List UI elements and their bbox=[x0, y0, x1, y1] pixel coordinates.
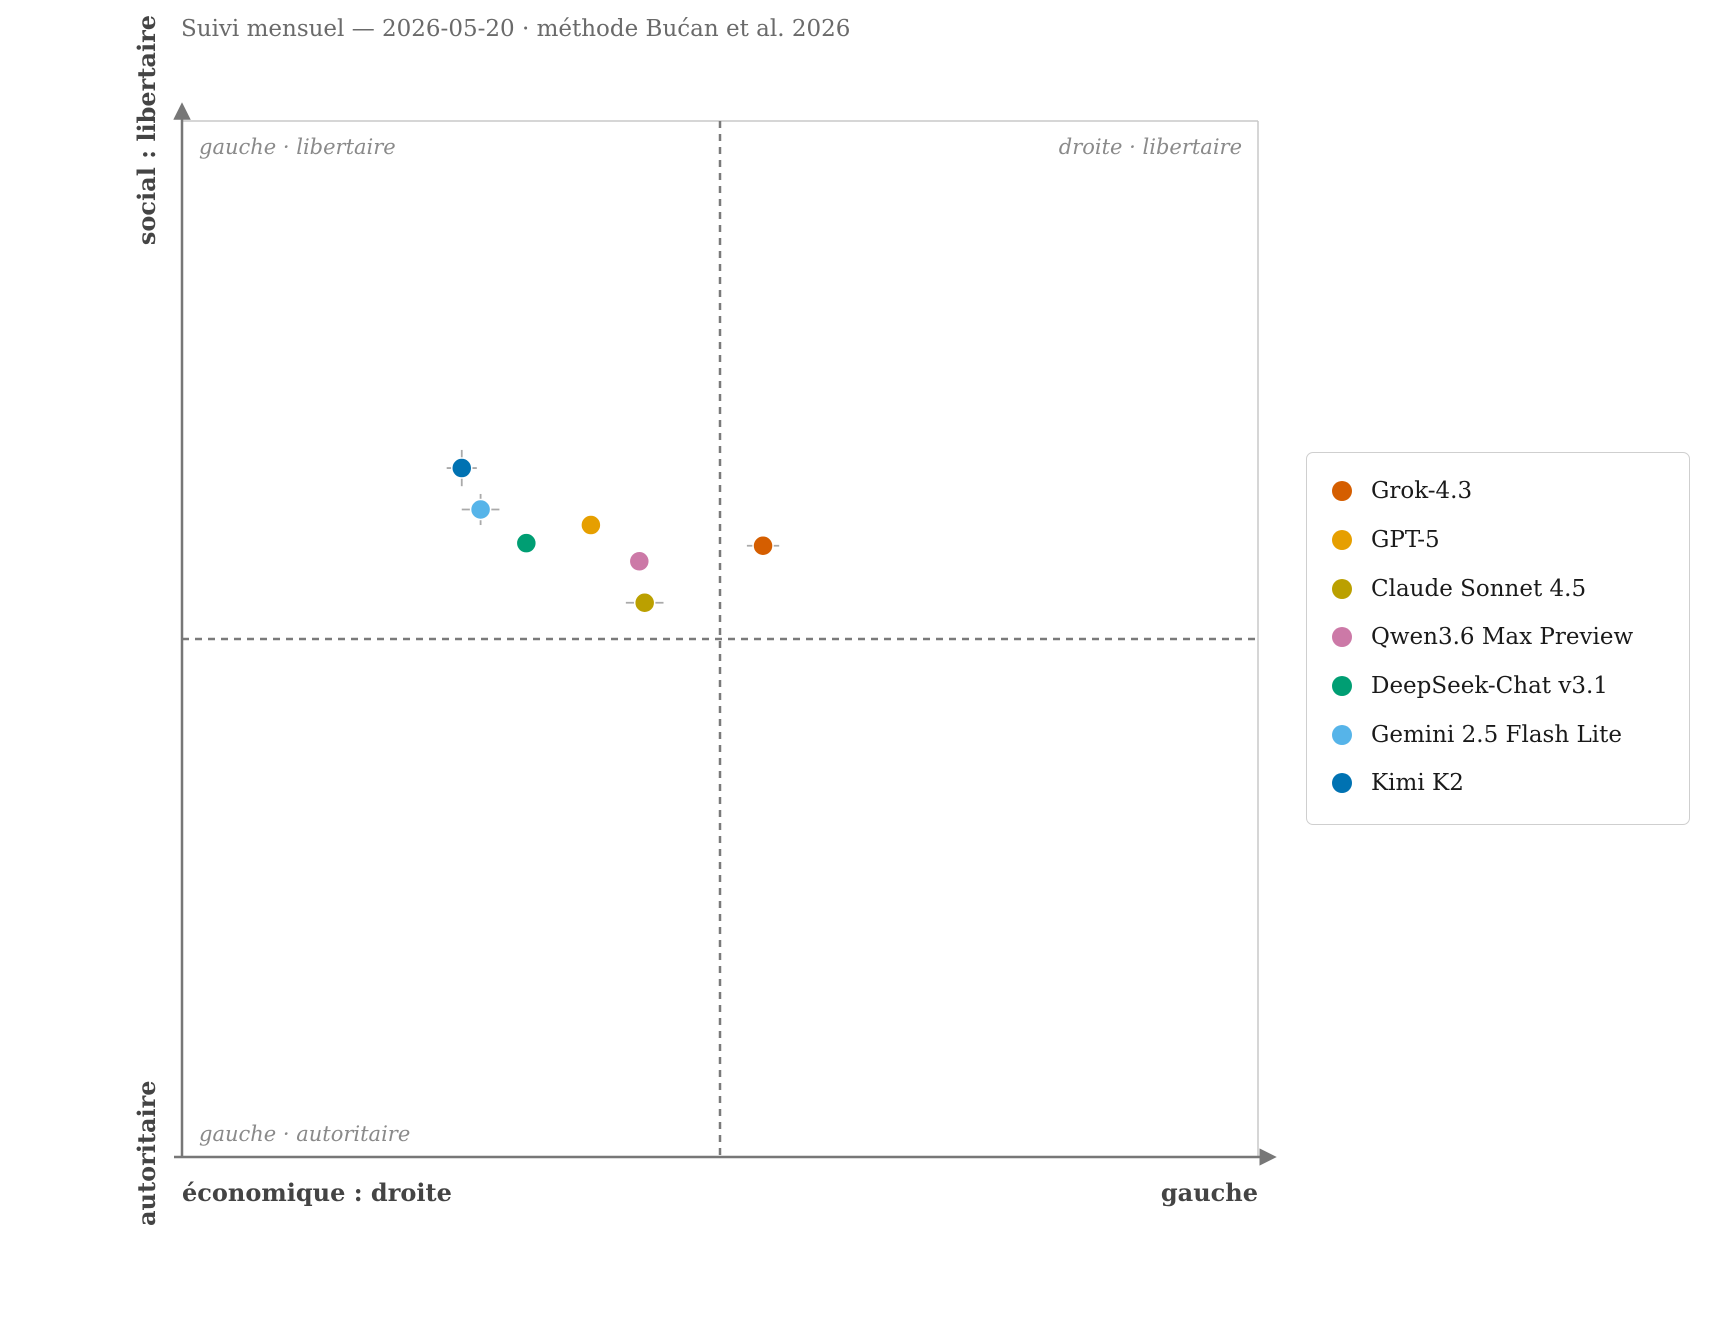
data-point bbox=[633, 591, 656, 614]
legend-item: Claude Sonnet 4.5 bbox=[1307, 564, 1689, 613]
data-point bbox=[628, 550, 651, 573]
data-points bbox=[446, 449, 780, 614]
quadrant-label-bottom-left: gauche · autoritaire bbox=[199, 1122, 410, 1146]
legend-label: Claude Sonnet 4.5 bbox=[1371, 575, 1587, 602]
x-axis-label-right: gauche bbox=[1161, 1178, 1258, 1207]
legend-item: GPT-5 bbox=[1307, 516, 1689, 565]
point-group-5 bbox=[461, 493, 500, 526]
chart-subtitle: Suivi mensuel — 2026-05-20 · méthode Buć… bbox=[181, 16, 851, 42]
data-point bbox=[580, 514, 602, 536]
legend-label: Kimi K2 bbox=[1371, 770, 1464, 797]
point-group-4 bbox=[515, 532, 538, 554]
legend-label: Grok-4.3 bbox=[1371, 478, 1473, 505]
quadrant-labels: gauche · libertaire droite · libertaire ga… bbox=[199, 135, 1242, 1146]
y-axis-label-bottom: autoritaire bbox=[132, 1080, 161, 1226]
legend-label: GPT-5 bbox=[1371, 527, 1440, 554]
legend-marker-icon bbox=[1332, 578, 1352, 599]
legend-marker-icon bbox=[1332, 676, 1352, 697]
point-group-2 bbox=[625, 591, 664, 614]
plot-frame bbox=[173, 102, 1277, 1166]
quadrant-label-top-right: droite · libertaire bbox=[1059, 135, 1242, 159]
legend-marker-icon bbox=[1332, 724, 1352, 745]
legend-item: Grok-4.3 bbox=[1307, 467, 1689, 516]
legend-marker-icon bbox=[1332, 530, 1352, 551]
data-point bbox=[451, 457, 473, 479]
data-point bbox=[469, 498, 492, 521]
axis-labels: économique : droite gauche social : libert… bbox=[132, 15, 1258, 1226]
legend: Grok-4.3 GPT-5 Claude Sonnet 4.5 Qwen3.6 Ma… bbox=[1306, 452, 1690, 825]
point-group-0 bbox=[746, 535, 780, 557]
legend-marker-icon bbox=[1332, 627, 1352, 648]
point-group-6 bbox=[446, 449, 477, 487]
x-axis-label-left: économique : droite bbox=[182, 1178, 452, 1207]
point-group-1 bbox=[580, 514, 602, 536]
data-point bbox=[752, 535, 774, 557]
quadrant-label-top-left: gauche · libertaire bbox=[199, 135, 396, 159]
legend-marker-icon bbox=[1332, 773, 1352, 794]
point-group-3 bbox=[628, 550, 651, 573]
legend-label: DeepSeek-Chat v3.1 bbox=[1371, 673, 1608, 700]
legend-marker-icon bbox=[1332, 481, 1352, 502]
legend-item: Qwen3.6 Max Preview bbox=[1307, 613, 1689, 662]
legend-label: Qwen3.6 Max Preview bbox=[1371, 624, 1634, 651]
legend-item: Kimi K2 bbox=[1307, 759, 1689, 808]
legend-label: Gemini 2.5 Flash Lite bbox=[1371, 721, 1622, 748]
legend-item: Gemini 2.5 Flash Lite bbox=[1307, 710, 1689, 759]
data-point bbox=[515, 532, 538, 554]
legend-item: DeepSeek-Chat v3.1 bbox=[1307, 662, 1689, 711]
y-axis-label-top: social : libertaire bbox=[132, 15, 161, 245]
